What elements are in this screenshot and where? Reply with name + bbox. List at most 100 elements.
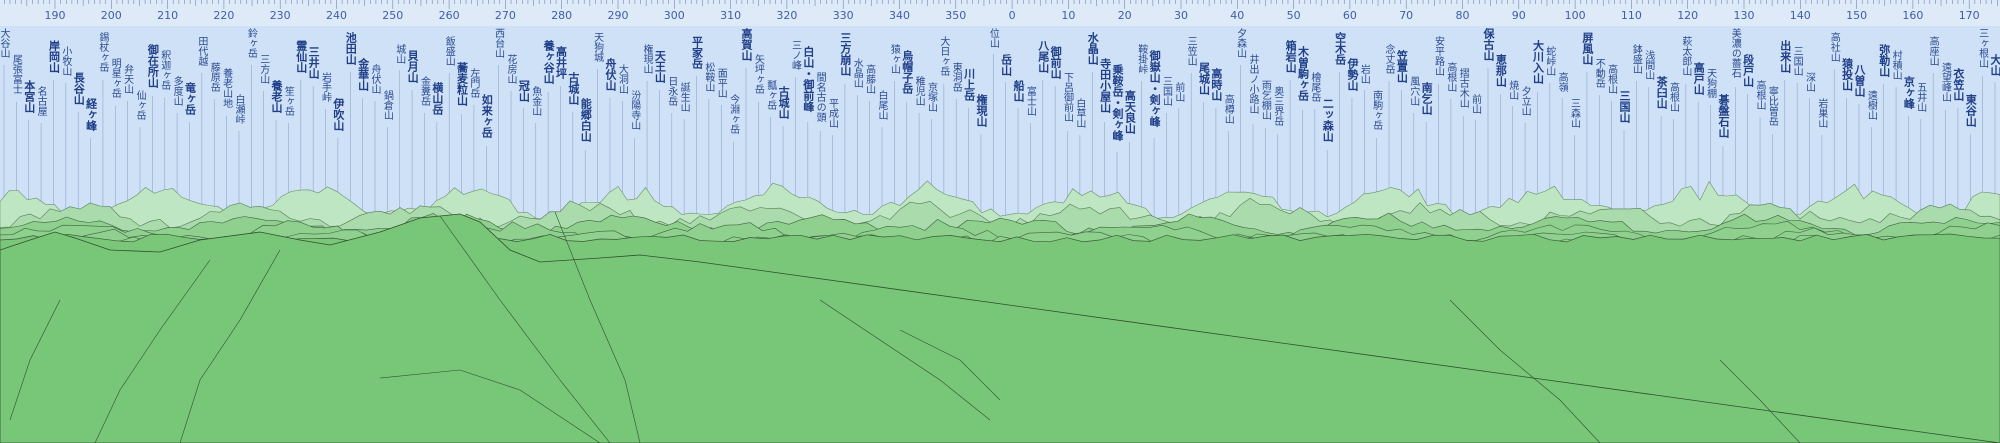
peak-label: 岩手峠 [319,72,331,102]
peak-label: 位山 [987,28,999,48]
azimuth-label: 160 [1902,9,1924,22]
peak-label: 岩山 [1358,64,1370,84]
peak-label: 御嶽山・剣ヶ峰 [1148,50,1162,127]
azimuth-label: 320 [776,9,798,22]
peak-label: 白山・御前峰 [801,46,815,112]
azimuth-label: 30 [1174,9,1188,22]
peak-label: 笙ヶ岳 [282,86,294,116]
peak-label: 権現山 [974,94,988,127]
peak-label: 蛇峠山 [1543,46,1555,76]
peak-label: 西台山 [492,28,504,58]
peak-label: 横山岳 [430,82,444,115]
peak-label: 竜ヶ岳 [183,82,197,115]
peak-label: 今淵ヶ岳 [727,94,739,134]
peak-label: 大日ヶ岳 [937,36,949,76]
peak-label: 大川入山 [1531,40,1545,84]
peak-label: 美濃の薔石 [1729,28,1741,78]
peak-label: 烏帽子岳 [900,50,914,94]
peak-label: 多度山 [171,76,183,106]
peak-label: 養老山 [270,80,284,113]
peak-label: 伊勢山 [1345,58,1359,91]
peak-label: 笠置山 [1395,50,1409,83]
peak-label: 屏風山 [1580,32,1594,65]
peak-label: 大洞山 [616,64,628,94]
peak-label: 天狗城 [591,32,603,62]
peak-label: 五井山 [1914,82,1926,112]
terrain-line [1719,359,1801,443]
peak-label: 富士山 [1024,86,1036,116]
azimuth-label: 130 [1733,9,1755,22]
peak-label: 鞍掛峠 [1135,44,1147,74]
peak-label: 舟伏山 [603,58,617,91]
peak-label: 浅間山 [1642,50,1654,80]
peak-label: 伊吹山 [331,98,345,131]
azimuth-scale [4,0,1998,9]
peak-label: 誕生山 [678,82,690,112]
peak-label: 三国山 [1791,46,1803,76]
azimuth-label: 60 [1342,9,1357,22]
peak-label: 京ヶ峰 [1902,76,1916,109]
peak-label: 舟伏山 [368,64,380,94]
peak-label: 東谷山 [1964,94,1978,127]
peak-label: 古城山 [566,72,580,105]
peak-label: 遠樹山 [1865,90,1877,120]
peak-label: 平成山 [826,98,838,128]
peak-label: 高社山 [1828,32,1840,62]
peak-label: 左門岳 [467,68,479,98]
azimuth-label: 70 [1399,9,1414,22]
peak-label: 南乞山 [1420,82,1434,115]
peak-label: 高藤山 [863,64,875,94]
peak-label: 小牧山 [59,46,71,76]
peak-label: 松鞍山 [702,62,714,92]
terrain-line [179,249,281,443]
peak-label: 遠望峰山 [1939,62,1951,102]
azimuth-label: 200 [100,9,122,22]
azimuth-label: 40 [1230,9,1245,22]
peak-label: 念丈岳 [1383,44,1395,74]
peak-label: 天王山 [653,50,667,83]
azimuth-label: 330 [832,9,854,22]
peak-label: 三ノ峰 [789,40,801,70]
peak-label: 三井山 [307,46,321,79]
peak-label: 奥三界岳 [1271,86,1283,126]
peak-label: 恵那山 [1494,54,1508,87]
peak-label: 保古山 [1481,28,1495,61]
peak-label: 天狗棚 [1704,68,1716,98]
scale-band [0,0,2000,26]
peak-label: 八曽山 [1852,64,1866,97]
peak-label: 弁天山 [121,64,133,94]
peak-label: 御前山 [1049,46,1063,79]
azimuth-label: 270 [494,9,516,22]
peak-label: 古城山 [777,86,791,119]
peak-label: 二ッ森山 [1321,98,1335,142]
terrain-line [554,211,641,443]
peak-label: 間名古の頭 [814,72,826,122]
azimuth-label: 280 [551,9,573,22]
peak-label: 岸岡山 [47,40,61,73]
azimuth-label: 20 [1117,9,1132,22]
peak-label: 深山 [1803,72,1815,92]
peak-label: 川上岳 [962,68,976,101]
peak-label: 三国山 [1160,76,1172,106]
peak-label: 高賀山 [739,28,753,61]
azimuth-label: 230 [269,9,291,22]
terrain-line [1449,299,1601,443]
peak-label: 高根山 [1667,82,1679,112]
peak-label: 錫杖ヶ岳 [96,32,108,72]
peak-label: 前山 [1172,82,1184,102]
peak-label: 藤原岳 [208,62,220,92]
azimuth-label: 260 [438,9,460,22]
azimuth-label: 100 [1564,9,1586,22]
peak-label: 瓢ヶ岳 [764,80,776,110]
peak-label: 三笠山 [1185,36,1197,66]
peak-label: 箱岩山 [1284,40,1298,73]
terrain-line [94,259,211,443]
azimuth-label: 140 [1789,9,1811,22]
peak-label: 高根山 [1754,80,1766,110]
peak-label: 弥勒山 [1877,44,1891,77]
azimuth-label: 0 [1008,9,1016,22]
azimuth-label: 120 [1677,9,1699,22]
peak-label: 白瀬峠 [232,94,244,124]
peak-label: 風穴山 [1407,76,1419,106]
